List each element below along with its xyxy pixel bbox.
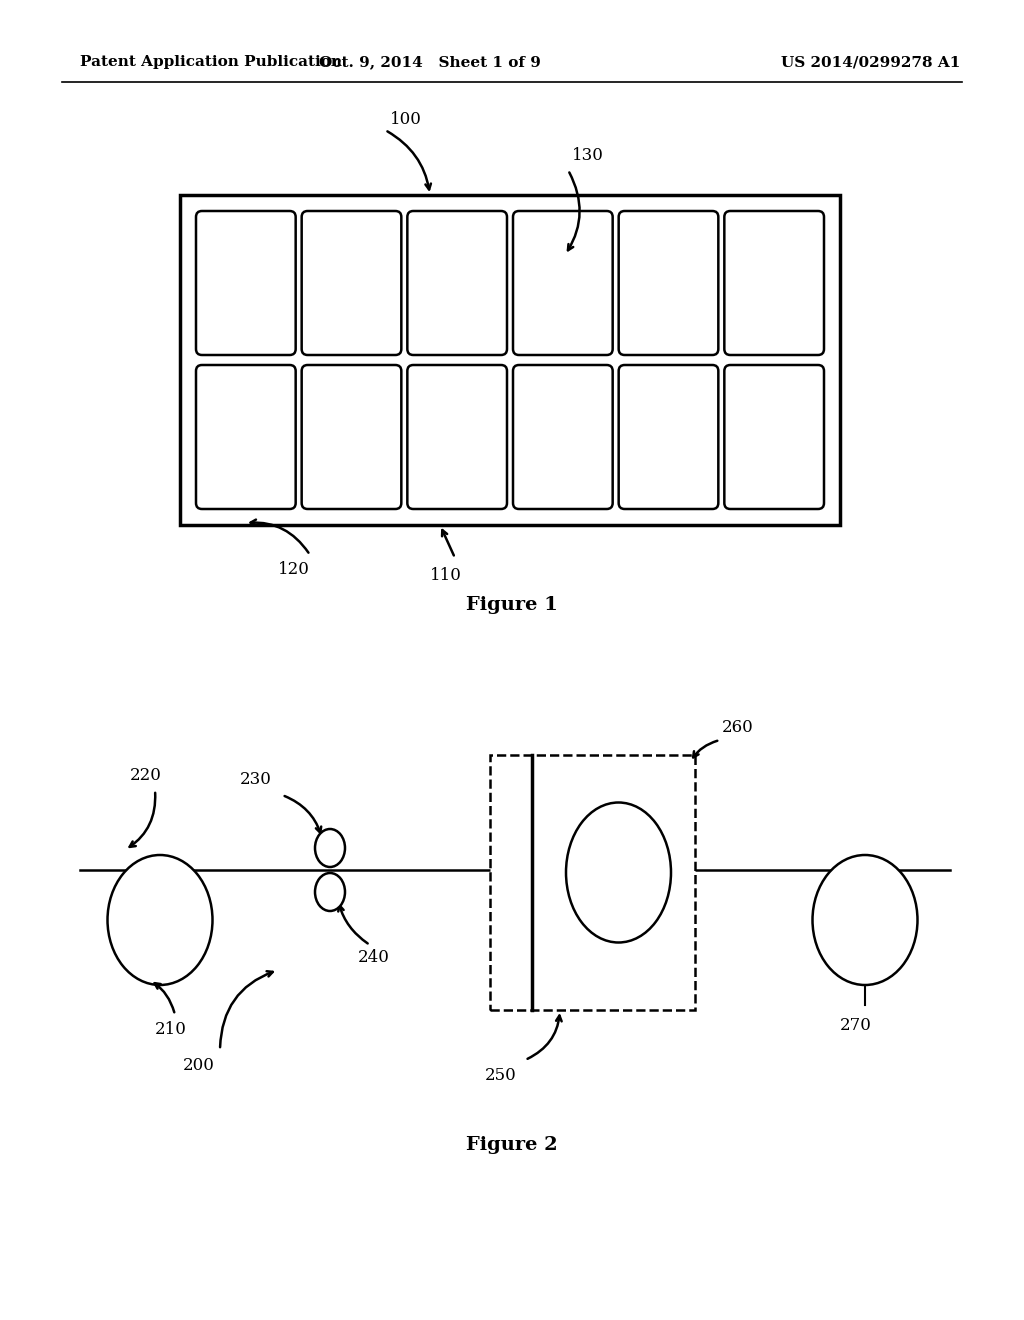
- Text: 110: 110: [430, 566, 462, 583]
- FancyBboxPatch shape: [513, 366, 612, 510]
- Text: Figure 1: Figure 1: [466, 597, 558, 614]
- Text: 230: 230: [240, 771, 272, 788]
- FancyBboxPatch shape: [724, 366, 824, 510]
- Text: US 2014/0299278 A1: US 2014/0299278 A1: [780, 55, 961, 69]
- FancyBboxPatch shape: [196, 211, 296, 355]
- Text: Oct. 9, 2014   Sheet 1 of 9: Oct. 9, 2014 Sheet 1 of 9: [319, 55, 541, 69]
- Text: 200: 200: [183, 1056, 215, 1073]
- FancyBboxPatch shape: [302, 366, 401, 510]
- Text: Patent Application Publication: Patent Application Publication: [80, 55, 342, 69]
- Text: 100: 100: [390, 111, 422, 128]
- Ellipse shape: [108, 855, 213, 985]
- Bar: [490, 755, 695, 1010]
- Text: 120: 120: [278, 561, 310, 578]
- FancyBboxPatch shape: [302, 211, 401, 355]
- Ellipse shape: [566, 803, 671, 942]
- Text: 260: 260: [722, 719, 754, 737]
- Text: 240: 240: [358, 949, 390, 966]
- Text: 210: 210: [155, 1022, 186, 1039]
- Text: 270: 270: [840, 1016, 871, 1034]
- Ellipse shape: [315, 829, 345, 867]
- Ellipse shape: [315, 873, 345, 911]
- Bar: [180, 195, 840, 525]
- Text: 130: 130: [572, 147, 604, 164]
- FancyBboxPatch shape: [513, 211, 612, 355]
- FancyBboxPatch shape: [618, 366, 718, 510]
- FancyBboxPatch shape: [408, 366, 507, 510]
- FancyBboxPatch shape: [408, 211, 507, 355]
- Text: Figure 2: Figure 2: [466, 1137, 558, 1154]
- FancyBboxPatch shape: [196, 366, 296, 510]
- Ellipse shape: [812, 855, 918, 985]
- Text: 220: 220: [130, 767, 162, 784]
- Text: 250: 250: [485, 1067, 517, 1084]
- FancyBboxPatch shape: [618, 211, 718, 355]
- FancyBboxPatch shape: [724, 211, 824, 355]
